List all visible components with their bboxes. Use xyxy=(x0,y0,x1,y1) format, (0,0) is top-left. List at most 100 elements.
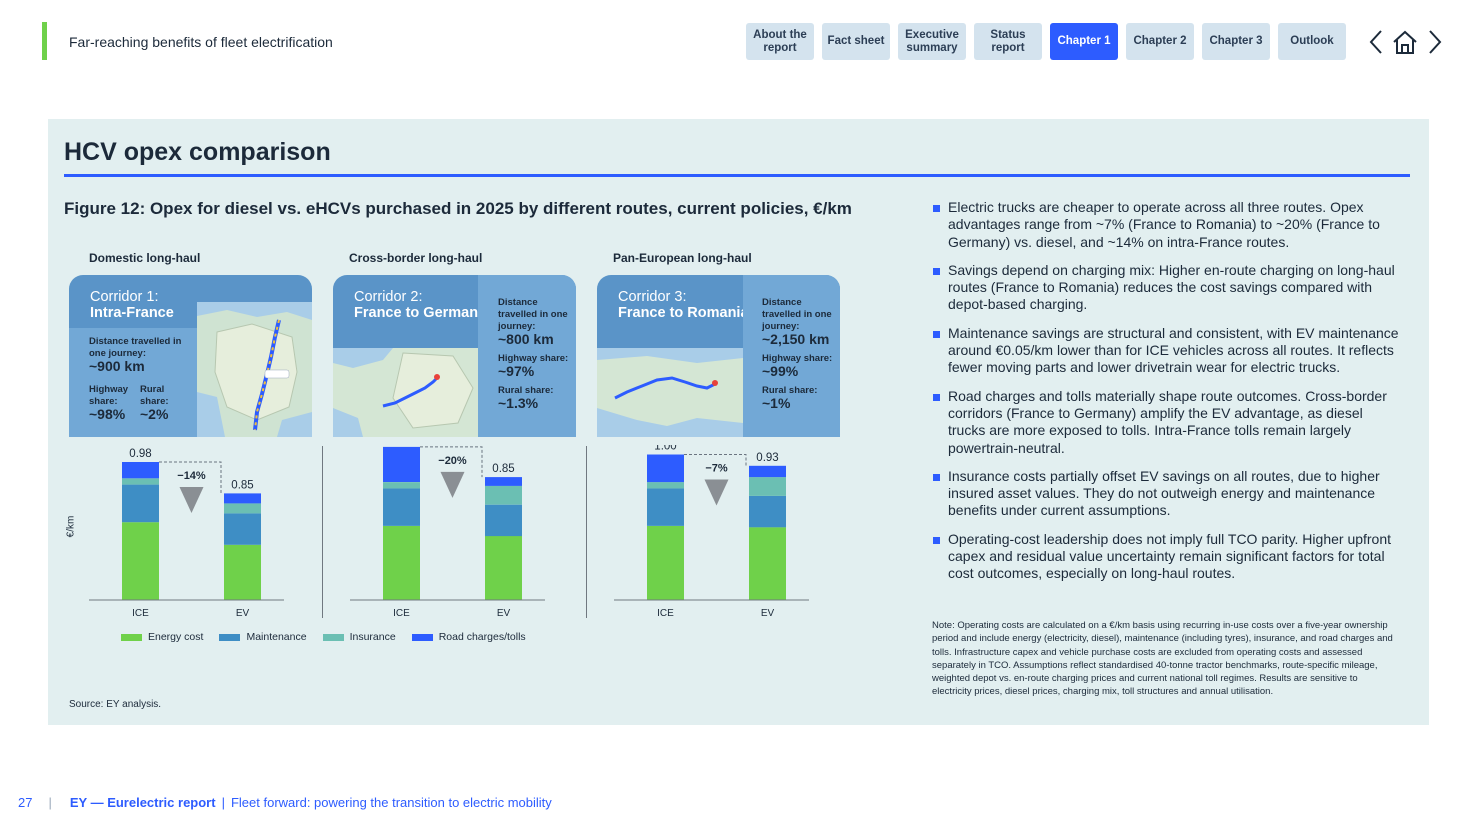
nav-chapter-3[interactable]: Chapter 3 xyxy=(1202,23,1270,60)
bar-segment-energy-cost xyxy=(647,526,684,600)
map-intra-france xyxy=(197,302,312,437)
highway-label: Highway share: xyxy=(762,353,833,364)
corridor-number: Corridor 1: xyxy=(90,289,159,305)
legend-swatch-maintenance xyxy=(219,633,241,641)
bar-segment-insurance xyxy=(485,485,522,505)
x-tick-label: ICE xyxy=(657,608,674,619)
chart-legend: Energy cost Maintenance Insurance Road c… xyxy=(121,631,526,643)
x-tick-label: EV xyxy=(761,608,775,619)
legend-item-insurance: Insurance xyxy=(322,631,396,643)
nav-chapter-1[interactable]: Chapter 1 xyxy=(1050,23,1118,60)
rural-value: ~1.3% xyxy=(498,395,539,411)
nav-executive-summary[interactable]: Executive summary xyxy=(898,23,966,60)
corridor-card-2: Corridor 2: France to Germany Distance t… xyxy=(333,275,576,437)
key-findings-list: Electric trucks are cheaper to operate a… xyxy=(932,199,1400,594)
highway-value: ~97% xyxy=(498,363,535,379)
map-france-to-romania xyxy=(597,348,743,437)
bar-total-label: 0.98 xyxy=(129,448,151,460)
y-axis-label: €/km xyxy=(65,515,77,538)
delta-label: −7% xyxy=(705,463,728,475)
distance-value: ~900 km xyxy=(89,358,145,374)
highway-value: ~99% xyxy=(762,363,799,379)
legend-swatch-insurance xyxy=(322,633,344,641)
bar-segment-road-charges-tolls xyxy=(485,477,522,486)
opex-chart-domestic: 0.98 ICE 0.85 EV −14% xyxy=(89,448,284,619)
legend-label: Road charges/tolls xyxy=(438,631,526,643)
corridor-number: Corridor 3: xyxy=(618,289,687,305)
x-tick-label: ICE xyxy=(132,608,149,619)
finding-bullet: Insurance costs partially offset EV savi… xyxy=(932,468,1400,520)
distance-label: Distance travelled in one journey: xyxy=(89,336,182,359)
distance-label: Distance travelled in one journey: xyxy=(762,297,832,332)
nav-outlook[interactable]: Outlook xyxy=(1278,23,1346,60)
bar-segment-insurance xyxy=(647,482,684,489)
chart-separator xyxy=(586,446,587,618)
rural-value: ~1% xyxy=(762,395,791,411)
bar-segment-maintenance xyxy=(749,495,786,528)
legend-item-maintenance: Maintenance xyxy=(219,631,307,643)
source-note: Source: EY analysis. xyxy=(69,699,162,710)
x-tick-label: ICE xyxy=(393,608,410,619)
legend-item-tolls: Road charges/tolls xyxy=(411,631,526,643)
methodology-note: Note: Operating costs are calculated on … xyxy=(932,620,1393,698)
home-icon[interactable] xyxy=(1391,27,1419,57)
delta-label: −14% xyxy=(177,470,206,482)
bar-segment-insurance xyxy=(122,478,159,485)
next-page-icon[interactable] xyxy=(1421,27,1449,57)
legend-label: Maintenance xyxy=(246,631,307,643)
delta-connector xyxy=(159,461,222,494)
corridor-heading-1: Corridor 1: Intra-France xyxy=(90,289,174,321)
corridor-heading-2: Corridor 2: France to Germany xyxy=(354,289,486,321)
corridor-stats-2: Distance travelled in one journey: ~800 … xyxy=(498,297,570,411)
corridor-stats-3: Distance travelled in one journey: ~2,15… xyxy=(762,297,834,411)
section-title: Far-reaching benefits of fleet electrifi… xyxy=(69,34,333,50)
corridor-stats-1: Distance travelled in one journey: ~900 … xyxy=(89,336,189,374)
bar-total-label: 0.85 xyxy=(231,479,253,491)
legend-label: Insurance xyxy=(349,631,396,643)
legend-swatch-tolls xyxy=(411,633,433,641)
delta-label: −20% xyxy=(438,455,467,467)
rural-share-1: Rural share: ~2% xyxy=(140,384,184,422)
delta-arrow-icon xyxy=(440,471,465,498)
x-tick-label: EV xyxy=(497,608,511,619)
highway-value: ~98% xyxy=(89,406,126,422)
chapter-nav: About the report Fact sheet Executive su… xyxy=(746,23,1346,60)
previous-page-icon[interactable] xyxy=(1362,27,1390,57)
corridor-route: Intra-France xyxy=(90,305,174,321)
bar-total-label: 0.85 xyxy=(492,463,514,475)
corridor-number: Corridor 2: xyxy=(354,289,423,305)
rural-value: ~2% xyxy=(140,406,169,422)
corridor-stats-box xyxy=(69,328,197,437)
nav-chapter-2[interactable]: Chapter 2 xyxy=(1126,23,1194,60)
bar-segment-insurance xyxy=(224,503,261,514)
bar-segment-energy-cost xyxy=(383,526,420,600)
nav-about-the-report[interactable]: About the report xyxy=(746,23,814,60)
corridor-stats-box xyxy=(478,275,576,437)
bar-segment-energy-cost xyxy=(224,544,261,600)
bar-segment-energy-cost xyxy=(122,522,159,600)
bar-segment-insurance xyxy=(749,477,786,496)
delta-connector xyxy=(420,446,483,478)
bar-segment-road-charges-tolls xyxy=(122,462,159,479)
delta-arrow-icon xyxy=(704,479,729,506)
x-tick-label: EV xyxy=(236,608,250,619)
bar-segment-road-charges-tolls xyxy=(383,446,420,482)
bar-segment-road-charges-tolls xyxy=(749,465,786,478)
page-number: 27 xyxy=(18,795,33,810)
legend-item-energy: Energy cost xyxy=(121,631,203,643)
bar-segment-maintenance xyxy=(224,513,261,545)
bar-total-label: 1.00 xyxy=(654,445,676,453)
figure-title: Figure 12: Opex for diesel vs. eHCVs pur… xyxy=(64,199,852,218)
header-accent-bar xyxy=(42,22,47,60)
bar-segment-insurance xyxy=(383,482,420,489)
nav-status-report[interactable]: Status report xyxy=(974,23,1042,60)
section-label-cross-border: Cross-border long-haul xyxy=(349,251,483,265)
bar-total-label: 0.93 xyxy=(756,452,778,464)
bar-segment-maintenance xyxy=(122,484,159,523)
delta-arrow-icon xyxy=(179,487,204,513)
corridor-route: France to Germany xyxy=(354,305,487,321)
nav-fact-sheet[interactable]: Fact sheet xyxy=(822,23,890,60)
finding-bullet: Maintenance savings are structural and c… xyxy=(932,325,1400,377)
legend-swatch-energy xyxy=(121,633,142,641)
legend-label: Energy cost xyxy=(148,631,204,643)
